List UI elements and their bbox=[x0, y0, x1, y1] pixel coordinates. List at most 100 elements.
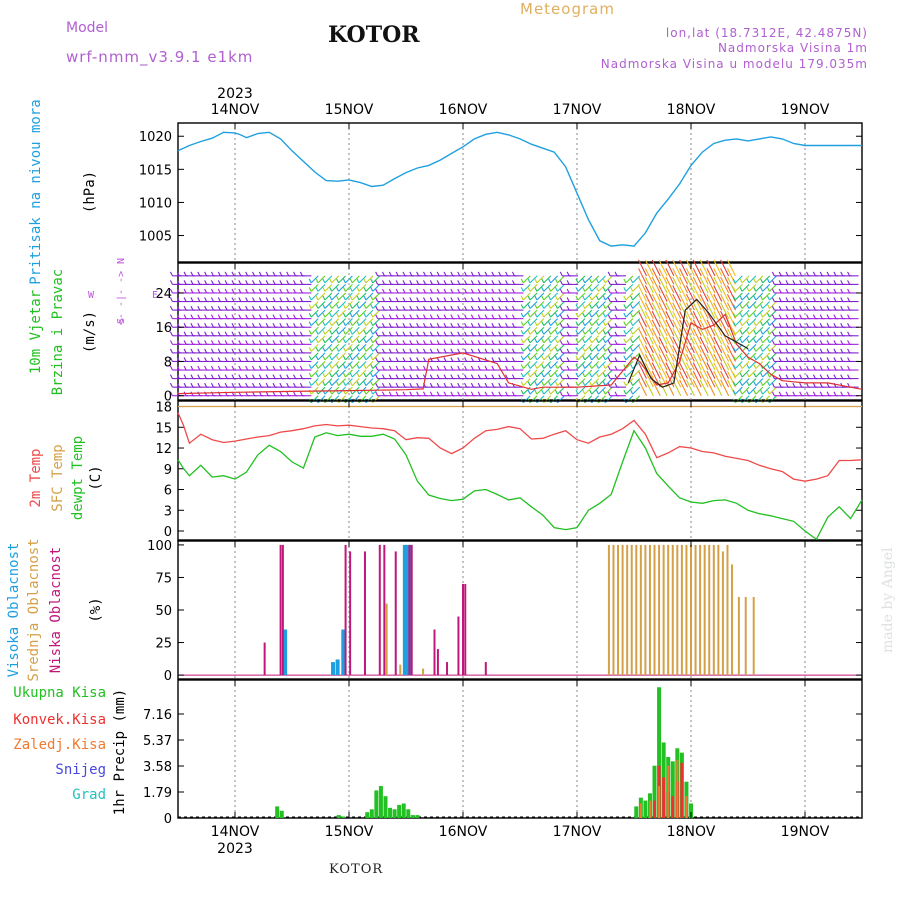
wind-barb bbox=[317, 284, 326, 292]
precip-bar-0 bbox=[634, 806, 639, 818]
wind-barb bbox=[734, 275, 743, 284]
wind-axis-label-2: Brzina i Pravac bbox=[50, 269, 66, 395]
wind-barb-flag bbox=[342, 321, 346, 326]
wind-barb-flag bbox=[402, 382, 406, 388]
y-tick-label: 1020 bbox=[139, 130, 172, 145]
wind-barb bbox=[317, 343, 326, 352]
wind-barb-flag bbox=[812, 288, 816, 294]
wind-barb bbox=[598, 335, 606, 344]
cloud-bar-high bbox=[335, 659, 340, 676]
wind-barb-flag bbox=[566, 357, 570, 362]
wind-barb bbox=[345, 343, 353, 352]
wind-barb bbox=[769, 309, 777, 318]
y-tick-label: 12 bbox=[155, 442, 172, 457]
wind-barb-flag bbox=[559, 288, 563, 294]
wind-barb-flag bbox=[279, 331, 283, 337]
y-tick-label: 9 bbox=[164, 463, 172, 478]
wind-barb-flag bbox=[231, 348, 235, 354]
wind-barb-flag bbox=[554, 355, 558, 361]
wind-barb-flag bbox=[388, 305, 392, 311]
wind-barb-flag bbox=[279, 288, 283, 294]
wind-barb-flag bbox=[299, 314, 303, 319]
wind-barb bbox=[543, 275, 552, 284]
wind-barb-flag bbox=[812, 374, 816, 379]
cloud-bar-low bbox=[349, 551, 352, 676]
wind-barb bbox=[577, 301, 586, 309]
wind-barb-flag bbox=[238, 348, 242, 354]
wind-barb bbox=[557, 318, 565, 327]
wind-barb-flag bbox=[279, 322, 283, 328]
precip-bar-0 bbox=[341, 816, 346, 818]
wind-barb bbox=[591, 369, 600, 378]
y-tick-label: 18 bbox=[155, 401, 172, 416]
wind-barb bbox=[708, 289, 716, 302]
wind-barb bbox=[755, 326, 764, 335]
wind-barb-flag bbox=[299, 280, 303, 285]
wind-barb-flag bbox=[554, 321, 558, 326]
wind-barb bbox=[358, 369, 367, 378]
wind-barb bbox=[701, 306, 709, 319]
wind-barb-flag bbox=[429, 382, 433, 388]
wind-barb-flag bbox=[658, 302, 662, 307]
wind-barb-flag bbox=[726, 353, 730, 359]
wind-barb bbox=[646, 289, 654, 302]
wind-barb-flag bbox=[638, 362, 642, 367]
wind-barb-flag bbox=[245, 271, 249, 277]
wind-barb bbox=[351, 318, 360, 327]
wind-barb-flag bbox=[819, 365, 823, 371]
wind-barb bbox=[728, 383, 736, 396]
wind-barb bbox=[584, 343, 593, 352]
wind-barb bbox=[365, 352, 374, 361]
wind-barb-flag bbox=[812, 280, 816, 285]
wind-barb bbox=[529, 335, 538, 344]
wind-barb-flag bbox=[534, 364, 538, 369]
wind-barb-flag bbox=[363, 295, 367, 301]
wind-barb-flag bbox=[375, 374, 379, 379]
wind-barb bbox=[694, 349, 702, 362]
wind-barb-flag bbox=[602, 278, 606, 284]
wind-barb-flag bbox=[183, 348, 187, 354]
wind-barb-flag bbox=[541, 287, 545, 292]
wind-barb-flag bbox=[840, 374, 844, 379]
wind-barb-flag bbox=[575, 321, 579, 326]
cloud-bar-low bbox=[457, 616, 460, 676]
wind-barb-flag bbox=[575, 295, 579, 301]
wind-barb-flag bbox=[753, 312, 757, 318]
wind-barb-flag bbox=[176, 297, 180, 302]
model-label: Model bbox=[66, 20, 109, 36]
wind-barb-flag bbox=[299, 331, 303, 337]
wind-barb-flag bbox=[204, 271, 208, 277]
wind-barb-flag bbox=[799, 305, 803, 311]
wind-barb-flag bbox=[265, 357, 269, 362]
wind-barb-flag bbox=[470, 357, 474, 362]
precip-legend-item: Ukupna Kisa bbox=[13, 685, 106, 701]
wind-barb-flag bbox=[840, 391, 844, 396]
wind-barb-flag bbox=[614, 365, 618, 371]
wind-barb-flag bbox=[527, 287, 531, 292]
wind-barb-flag bbox=[477, 331, 481, 337]
wind-barb bbox=[584, 275, 593, 284]
wind-barb-flag bbox=[630, 295, 634, 301]
wind-barb-flag bbox=[607, 340, 611, 345]
wind-barb bbox=[769, 378, 777, 386]
wind-barb-flag bbox=[582, 372, 586, 378]
wind-barb bbox=[762, 275, 771, 284]
wind-barb bbox=[728, 306, 736, 319]
wind-barb-flag bbox=[464, 288, 468, 294]
wind-barb bbox=[681, 340, 689, 354]
wind-barb bbox=[762, 326, 771, 335]
wind-barb-flag bbox=[582, 355, 586, 361]
wind-barb-flag bbox=[443, 391, 447, 396]
wind-barb-flag bbox=[785, 357, 789, 362]
wind-barb-flag bbox=[409, 297, 413, 302]
wind-barb-flag bbox=[847, 357, 851, 362]
wind-barb-flag bbox=[699, 379, 703, 384]
wind-barb-flag bbox=[336, 338, 340, 344]
wind-barb-flag bbox=[760, 347, 764, 352]
wind-barb-flag bbox=[190, 271, 194, 277]
y-tick-label: 5.37 bbox=[143, 734, 172, 749]
wind-barb-flag bbox=[713, 362, 717, 367]
wind-barb-flag bbox=[520, 304, 524, 309]
wind-barb-flag bbox=[231, 357, 235, 362]
wind-barb-flag bbox=[505, 391, 509, 396]
